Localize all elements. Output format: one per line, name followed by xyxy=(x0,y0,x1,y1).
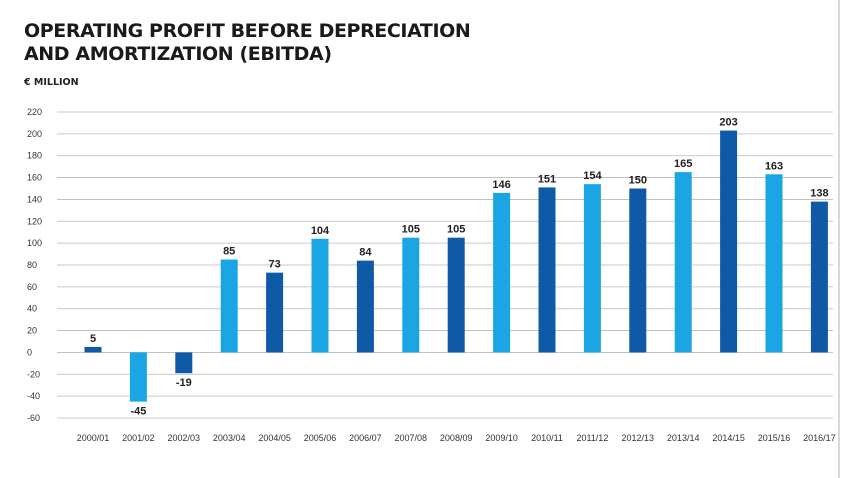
bar-2010-11 xyxy=(538,187,556,353)
data-label-2014-15: 203 xyxy=(719,117,737,129)
y-tick-label: 140 xyxy=(27,194,42,204)
x-tick-label: 2001/02 xyxy=(122,433,155,443)
y-axis-ticks: -60 -40 -20 0 20 40 60 80 100 120 140 160 180 200 220 xyxy=(27,107,42,423)
bar-2012-13 xyxy=(629,188,647,353)
data-label-2006-07: 84 xyxy=(359,247,372,259)
x-tick-label: 2006/07 xyxy=(349,433,382,443)
bar-2015-16 xyxy=(765,174,783,353)
bar-2007-08 xyxy=(402,237,420,353)
bar-2000-01 xyxy=(84,346,102,353)
bar-2006-07 xyxy=(356,260,374,353)
x-tick-label: 2000/01 xyxy=(77,433,110,443)
data-labels: 5 -45 -19 85 73 104 84 105 105 146 151 154 150 165 203… xyxy=(90,117,829,418)
x-tick-label: 2003/04 xyxy=(213,433,246,443)
gridlines xyxy=(57,111,833,419)
y-tick-label: 0 xyxy=(27,347,32,357)
x-tick-label: 2016/17 xyxy=(803,433,836,443)
x-tick-label: 2010/11 xyxy=(531,433,563,443)
bar-2013-14 xyxy=(674,172,692,353)
bar-2011-12 xyxy=(583,184,601,353)
y-tick-label: -60 xyxy=(27,413,40,423)
y-tick-label: 180 xyxy=(27,151,42,161)
x-tick-label: 2014/15 xyxy=(712,433,745,443)
y-axis-unit-label: € MILLION xyxy=(24,77,79,88)
x-tick-label: 2015/16 xyxy=(758,433,791,443)
y-tick-label: 220 xyxy=(27,107,42,117)
y-tick-label: -20 xyxy=(27,369,40,379)
bar-2001-02 xyxy=(129,352,147,402)
x-tick-label: 2004/05 xyxy=(258,433,291,443)
data-label-2016-17: 138 xyxy=(810,188,828,200)
chart-title-line-2: AND AMORTIZATION (EBITDA) xyxy=(24,43,332,65)
data-label-2005-06: 104 xyxy=(311,225,330,237)
bars xyxy=(84,130,828,402)
y-tick-label: 200 xyxy=(27,129,42,139)
data-label-2007-08: 105 xyxy=(402,224,420,236)
y-tick-label: 80 xyxy=(27,260,37,270)
data-label-2009-10: 146 xyxy=(492,179,510,191)
x-tick-label: 2011/12 xyxy=(576,433,608,443)
bar-2003-04 xyxy=(220,259,238,353)
x-tick-label: 2013/14 xyxy=(667,433,700,443)
data-label-2015-16: 163 xyxy=(765,160,783,172)
x-tick-label: 2002/03 xyxy=(168,433,201,443)
bar-2005-06 xyxy=(311,238,329,353)
y-tick-label: 160 xyxy=(27,173,42,183)
x-tick-label: 2005/06 xyxy=(304,433,337,443)
y-tick-label: 20 xyxy=(27,326,37,336)
page-edge-divider xyxy=(838,0,840,478)
bar-2008-09 xyxy=(447,237,465,353)
y-tick-label: 100 xyxy=(27,238,42,248)
data-label-2013-14: 165 xyxy=(674,158,692,170)
data-label-2012-13: 150 xyxy=(629,175,647,187)
y-tick-label: 40 xyxy=(27,304,37,314)
data-label-2003-04: 85 xyxy=(223,246,235,258)
bar-2009-10 xyxy=(493,192,511,353)
bar-2004-05 xyxy=(266,272,284,353)
bar-2002-03 xyxy=(175,352,193,374)
y-tick-label: 60 xyxy=(27,282,37,292)
x-axis-categories: 2000/01 2001/02 2002/03 2003/04 2004/05 2005/… xyxy=(77,433,836,443)
bar-2016-17 xyxy=(810,201,828,353)
x-tick-label: 2007/08 xyxy=(395,433,428,443)
y-tick-label: -40 xyxy=(27,391,40,401)
data-label-2002-03: -19 xyxy=(176,377,192,389)
y-tick-label: 120 xyxy=(27,216,42,226)
data-label-2001-02: -45 xyxy=(130,406,146,418)
data-label-2008-09: 105 xyxy=(447,224,465,236)
chart-title: OPERATING PROFIT BEFORE DEPRECIATION AND… xyxy=(24,20,471,66)
chart-title-line-1: OPERATING PROFIT BEFORE DEPRECIATION xyxy=(24,20,471,42)
x-tick-label: 2009/10 xyxy=(485,433,518,443)
x-tick-label: 2012/13 xyxy=(622,433,655,443)
data-label-2004-05: 73 xyxy=(268,259,280,271)
x-tick-label: 2008/09 xyxy=(440,433,473,443)
data-label-2000-01: 5 xyxy=(90,333,96,345)
bar-2014-15 xyxy=(720,130,738,353)
data-label-2010-11: 151 xyxy=(538,173,556,185)
data-label-2011-12: 154 xyxy=(583,170,602,182)
